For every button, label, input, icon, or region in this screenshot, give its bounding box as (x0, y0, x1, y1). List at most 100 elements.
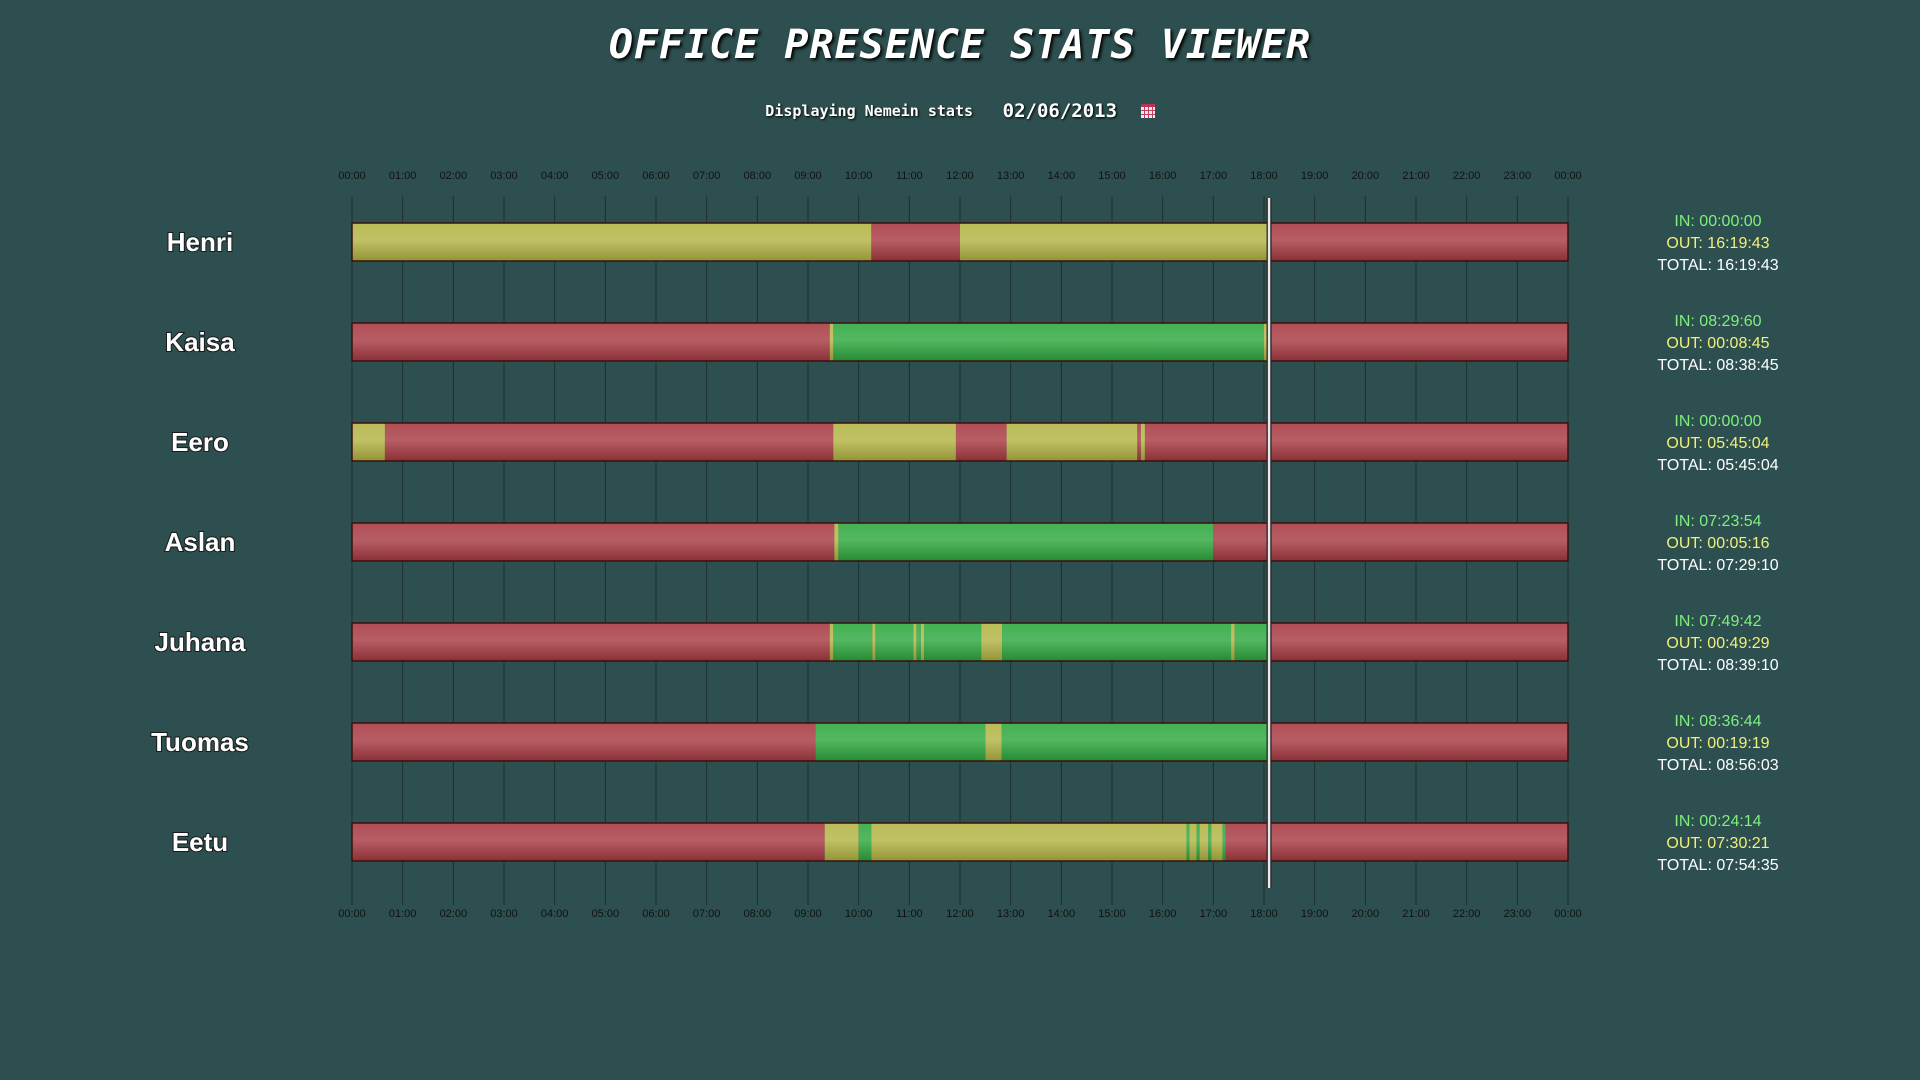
x-tick-label-top: 03:00 (490, 170, 518, 182)
bar-gloss (352, 823, 1568, 861)
x-tick-label-top: 14:00 (1048, 170, 1076, 182)
person-row (351, 722, 1569, 762)
x-tick-label-top: 01:00 (389, 170, 417, 182)
x-tick-label-top: 17:00 (1200, 170, 1228, 182)
displaying-label: Displaying Nemein stats (765, 102, 974, 120)
x-tick-label-top: 12:00 (946, 170, 974, 182)
person-name: Henri (167, 227, 233, 257)
calendar-icon[interactable] (1140, 104, 1155, 118)
x-tick-label-top: 22:00 (1453, 170, 1481, 182)
x-tick-label-bottom: 16:00 (1149, 908, 1177, 920)
bar-gloss (352, 423, 1568, 461)
x-tick-label-bottom: 00:00 (1554, 908, 1582, 920)
x-tick-label-top: 08:00 (744, 170, 772, 182)
stat-in: IN: 00:00:00 (1674, 213, 1761, 230)
bar-outline (351, 322, 1569, 362)
x-tick-label-bottom: 18:00 (1250, 908, 1278, 920)
x-tick-label-top: 06:00 (642, 170, 670, 182)
stat-in: IN: 00:00:00 (1674, 413, 1761, 430)
x-tick-label-top: 19:00 (1301, 170, 1329, 182)
presence-bars (351, 222, 1569, 862)
x-tick-label-top: 11:00 (896, 170, 923, 182)
x-tick-label-top: 16:00 (1149, 170, 1177, 182)
stat-total: TOTAL: 07:29:10 (1657, 557, 1778, 574)
bar-outline (351, 822, 1569, 862)
stat-in: IN: 00:24:14 (1674, 813, 1761, 830)
x-tick-label-bottom: 15:00 (1098, 908, 1126, 920)
person-name: Aslan (165, 527, 236, 557)
x-tick-label-bottom: 02:00 (440, 908, 468, 920)
x-tick-label-top: 02:00 (440, 170, 468, 182)
stat-out: OUT: 00:08:45 (1666, 335, 1769, 352)
x-tick-label-top: 09:00 (794, 170, 822, 182)
x-tick-label-top: 23:00 (1504, 170, 1532, 182)
bar-outline (351, 222, 1569, 262)
x-tick-label-top: 05:00 (592, 170, 620, 182)
stat-in: IN: 08:29:60 (1674, 313, 1761, 330)
stat-total: TOTAL: 07:54:35 (1657, 857, 1778, 874)
x-tick-label-top: 00:00 (338, 170, 366, 182)
time-axes: 00:00 00:00 01:00 01:00 02:00 02:00 03:00 03:00… (338, 170, 1582, 920)
x-tick-label-top: 07:00 (693, 170, 721, 182)
x-tick-label-bottom: 00:00 (338, 908, 366, 920)
x-tick-label-bottom: 13:00 (997, 908, 1025, 920)
stat-out: OUT: 00:05:16 (1666, 535, 1769, 552)
x-tick-label-bottom: 19:00 (1301, 908, 1329, 920)
stat-out: OUT: 07:30:21 (1666, 835, 1769, 852)
bar-gloss (352, 723, 1568, 761)
person-row (351, 622, 1569, 662)
x-tick-label-bottom: 14:00 (1048, 908, 1076, 920)
person-row (351, 422, 1569, 462)
x-tick-label-bottom: 12:00 (946, 908, 974, 920)
x-tick-label-bottom: 01:00 (389, 908, 417, 920)
bar-outline (351, 522, 1569, 562)
person-name: Eero (171, 427, 229, 457)
x-tick-label-top: 21:00 (1402, 170, 1430, 182)
bar-outline (351, 722, 1569, 762)
x-tick-label-bottom: 10:00 (845, 908, 873, 920)
person-name: Kaisa (165, 327, 235, 357)
person-name: Eetu (172, 827, 228, 857)
bar-gloss (352, 523, 1568, 561)
x-tick-label-bottom: 09:00 (794, 908, 822, 920)
x-tick-label-top: 04:00 (541, 170, 569, 182)
x-tick-label-bottom: 22:00 (1453, 908, 1481, 920)
x-tick-label-bottom: 08:00 (744, 908, 772, 920)
stat-total: TOTAL: 05:45:04 (1657, 457, 1778, 474)
bar-outline (351, 422, 1569, 462)
stat-total: TOTAL: 08:39:10 (1657, 657, 1778, 674)
selected-date[interactable]: 02/06/2013 (1002, 100, 1118, 122)
person-row (351, 822, 1569, 862)
person-row (351, 222, 1569, 262)
x-tick-label-bottom: 20:00 (1352, 908, 1380, 920)
x-tick-label-bottom: 17:00 (1200, 908, 1228, 920)
person-name: Tuomas (151, 727, 249, 757)
bar-gloss (352, 623, 1568, 661)
stat-out: OUT: 00:19:19 (1666, 735, 1769, 752)
person-labels: Henri Kaisa Eero Aslan Juhana Tuomas Eetu (150, 226, 250, 858)
person-stats: IN: 00:00:00 OUT: 16:19:43 TOTAL: 16:19:43… (1657, 213, 1778, 874)
stat-out: OUT: 16:19:43 (1666, 235, 1769, 252)
person-row (351, 322, 1569, 362)
bar-outline (351, 622, 1569, 662)
bar-gloss (352, 223, 1568, 261)
stat-total: TOTAL: 08:38:45 (1657, 357, 1778, 374)
x-tick-label-bottom: 06:00 (642, 908, 670, 920)
stat-out: OUT: 00:49:29 (1666, 635, 1769, 652)
x-tick-label-top: 13:00 (997, 170, 1025, 182)
stat-out: OUT: 05:45:04 (1666, 435, 1769, 452)
bar-gloss (352, 323, 1568, 361)
x-tick-label-bottom: 11:00 (896, 908, 923, 920)
stat-total: TOTAL: 16:19:43 (1657, 257, 1778, 274)
x-tick-label-top: 20:00 (1352, 170, 1380, 182)
x-tick-label-bottom: 21:00 (1402, 908, 1430, 920)
stat-in: IN: 07:49:42 (1674, 613, 1761, 630)
stat-in: IN: 07:23:54 (1674, 513, 1761, 530)
x-tick-label-top: 18:00 (1250, 170, 1278, 182)
stat-total: TOTAL: 08:56:03 (1657, 757, 1778, 774)
x-tick-label-top: 00:00 (1554, 170, 1582, 182)
date-selector-bar: Displaying Nemein stats 02/06/2013 (0, 100, 1920, 122)
page-title: OFFICE PRESENCE STATS VIEWER (608, 22, 1312, 68)
x-tick-label-bottom: 23:00 (1504, 908, 1532, 920)
